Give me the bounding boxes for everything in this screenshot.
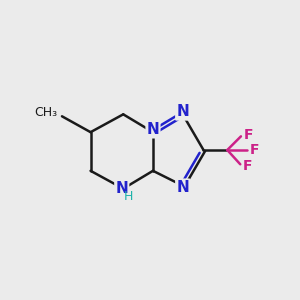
Text: N: N [116, 181, 128, 196]
Text: F: F [243, 128, 253, 142]
Text: H: H [124, 190, 133, 203]
Text: CH₃: CH₃ [34, 106, 58, 119]
Text: F: F [250, 143, 259, 157]
Text: N: N [147, 122, 159, 137]
Text: N: N [176, 104, 189, 119]
Text: N: N [176, 180, 189, 195]
Text: F: F [243, 159, 252, 173]
